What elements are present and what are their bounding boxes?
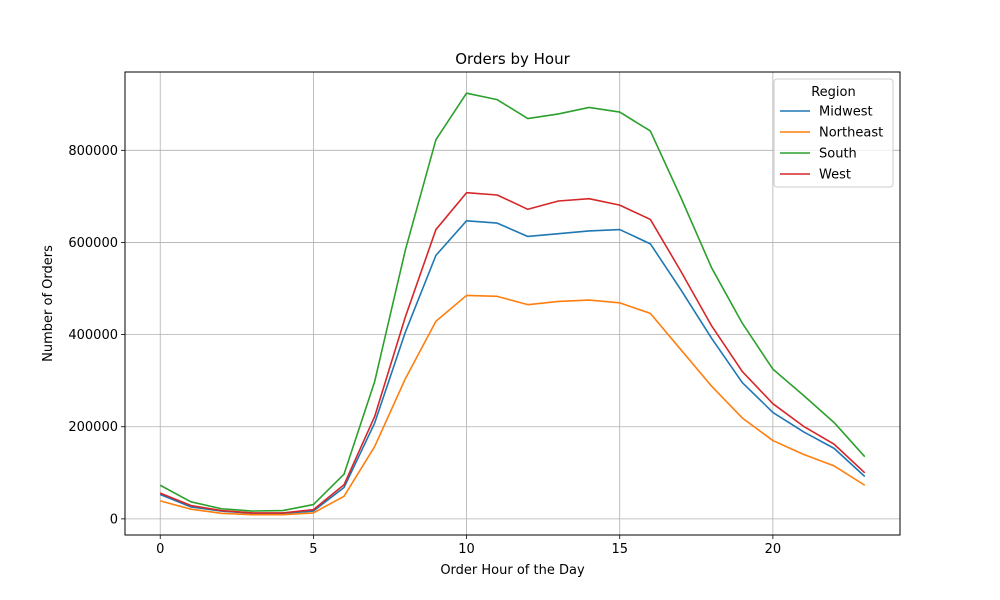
grid-lines [125,72,900,535]
legend-label-northeast: Northeast [819,126,883,141]
x-tick-label: 10 [458,542,475,557]
x-tick-label: 15 [611,542,628,557]
legend-label-west: West [819,168,851,183]
series-line-south [159,92,866,512]
legend: Region Midwest Northeast South West [773,78,894,188]
plot-area-frame [124,71,901,536]
legend-label-south: South [819,147,857,162]
series-line-west [159,191,866,514]
series-lines [159,92,866,516]
y-tick-label: 800000 [68,144,118,159]
y-tick-label: 600000 [68,236,118,251]
x-axis-title: Order Hour of the Day [440,563,585,578]
axis-ticks: 0 5 10 15 20 0 200000 400000 600000 800000 [68,144,781,557]
legend-title: Region [811,85,856,100]
chart-title: Orders by Hour [455,50,570,68]
legend-label-midwest: Midwest [819,105,873,120]
legend-entries: Midwest Northeast South West [780,105,883,183]
x-tick-label: 5 [309,542,317,557]
y-tick-label: 400000 [68,328,118,343]
x-tick-label: 0 [156,542,164,557]
legend-box [773,78,894,188]
y-tick-label: 200000 [68,420,118,435]
x-tick-label: 20 [765,542,782,557]
y-axis-title: Number of Orders [41,245,56,362]
series-line-northeast [160,294,866,516]
y-tick-label: 0 [110,512,118,527]
